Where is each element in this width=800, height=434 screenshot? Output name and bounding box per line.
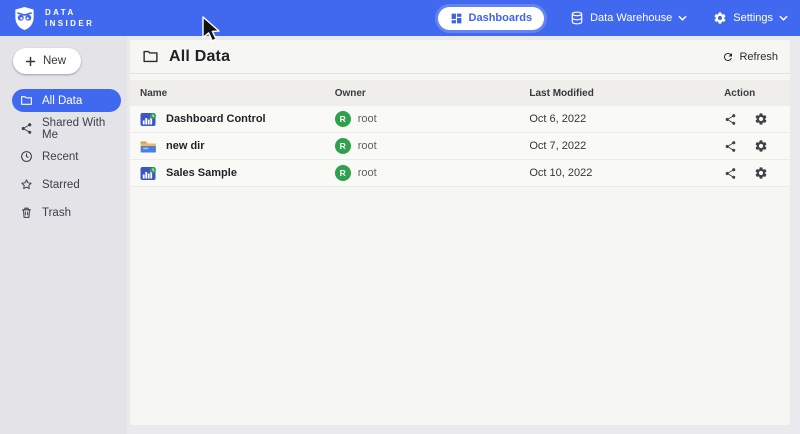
trash-icon: [22, 207, 31, 218]
star-icon: [21, 179, 32, 190]
data-warehouse-label: Data Warehouse: [590, 12, 673, 24]
folder-file-icon: [140, 139, 157, 154]
dashboard-file-icon: [140, 166, 157, 181]
column-header-last-modified: Last Modified: [529, 87, 594, 99]
chevron-down-icon: [678, 15, 687, 21]
owner-initial: R: [339, 114, 346, 124]
sidebar-nav: All Data Shared With Me Recent: [0, 89, 127, 224]
table-row[interactable]: Dashboard Control R root Oct 6, 2022: [130, 106, 790, 133]
owl-logo-icon: [15, 6, 34, 30]
sidebar-item-shared-with-me[interactable]: Shared With Me: [12, 116, 121, 141]
file-name: Dashboard Control: [166, 113, 266, 125]
sidebar-item-label: Shared With Me: [42, 116, 106, 141]
top-header: DATA INSIDER Dashboards Data: [0, 0, 800, 36]
data-warehouse-menu[interactable]: Data Warehouse: [570, 11, 687, 25]
share-icon: [725, 113, 736, 125]
last-modified: Oct 6, 2022: [529, 113, 587, 125]
table-header: Name Owner Last Modified Action: [130, 80, 790, 106]
gear-icon: [755, 167, 767, 179]
sidebar-item-label: Starred: [42, 178, 80, 191]
sidebar-item-label: All Data: [42, 94, 83, 107]
gear-icon: [714, 12, 726, 24]
refresh-icon: [724, 52, 733, 61]
brand-line1: DATA: [45, 7, 76, 17]
folder-icon: [143, 50, 158, 63]
table-row[interactable]: Sales Sample R root Oct 10, 2022: [130, 160, 790, 187]
dashboard-file-icon: [140, 112, 157, 127]
sidebar-item-starred[interactable]: Starred: [12, 173, 121, 196]
sidebar-item-trash[interactable]: Trash: [12, 201, 121, 224]
row-settings-button[interactable]: [754, 139, 768, 153]
row-settings-button[interactable]: [754, 166, 768, 180]
settings-label: Settings: [733, 12, 773, 24]
share-button[interactable]: [724, 140, 737, 153]
dashboards-label: Dashboards: [468, 12, 533, 24]
refresh-button[interactable]: Refresh: [722, 51, 778, 63]
owner-name: root: [357, 167, 377, 179]
file-name: new dir: [166, 140, 205, 152]
gear-icon: [755, 113, 767, 125]
gear-icon: [755, 140, 767, 152]
brand-text: DATA INSIDER: [45, 7, 94, 29]
clock-icon: [21, 151, 32, 162]
row-settings-button[interactable]: [754, 112, 768, 126]
sidebar-item-label: Recent: [42, 150, 79, 163]
sidebar-item-label: Trash: [42, 206, 71, 219]
sidebar-item-recent[interactable]: Recent: [12, 145, 121, 168]
data-table: Name Owner Last Modified Action: [130, 80, 790, 187]
owner-avatar: R: [334, 111, 351, 127]
sidebar: New All Data Shared With Me: [0, 36, 127, 434]
content-card: All Data Refresh Name Owner Last Modifie…: [130, 40, 790, 425]
last-modified: Oct 10, 2022: [529, 167, 593, 179]
dashboards-button[interactable]: Dashboards: [437, 6, 545, 30]
content-header: All Data Refresh: [130, 40, 790, 74]
page-body: New All Data Shared With Me: [0, 36, 800, 434]
owner-name: root: [357, 113, 377, 125]
page-title: All Data: [169, 47, 231, 65]
owner-name: root: [357, 140, 377, 152]
folder-icon: [21, 96, 32, 105]
brand-logo[interactable]: DATA INSIDER: [12, 6, 94, 31]
table-row[interactable]: new dir R root Oct 7, 2022: [130, 133, 790, 160]
share-icon: [725, 140, 736, 152]
dashboard-icon: [451, 13, 461, 23]
column-header-name: Name: [140, 87, 168, 99]
column-header-owner: Owner: [334, 87, 366, 99]
share-icon: [725, 167, 736, 179]
settings-menu[interactable]: Settings: [713, 11, 788, 25]
share-button[interactable]: [724, 167, 737, 180]
share-button[interactable]: [724, 113, 737, 126]
new-button-label: New: [43, 55, 67, 67]
plus-icon: [25, 56, 36, 66]
last-modified: Oct 7, 2022: [529, 140, 587, 152]
refresh-label: Refresh: [739, 50, 778, 63]
owner-avatar: R: [334, 165, 351, 181]
new-button[interactable]: New: [13, 48, 82, 74]
owner-initial: R: [339, 141, 346, 151]
share-icon: [21, 123, 32, 134]
file-name: Sales Sample: [166, 167, 237, 179]
column-header-action: Action: [724, 87, 756, 99]
sidebar-item-all-data[interactable]: All Data: [12, 89, 121, 112]
owner-avatar: R: [334, 138, 351, 154]
database-icon: [571, 11, 583, 25]
owner-initial: R: [339, 168, 346, 178]
brand-line2: INSIDER: [45, 19, 95, 28]
chevron-down-icon: [779, 15, 788, 21]
top-nav: Dashboards Data Warehouse: [437, 6, 788, 30]
